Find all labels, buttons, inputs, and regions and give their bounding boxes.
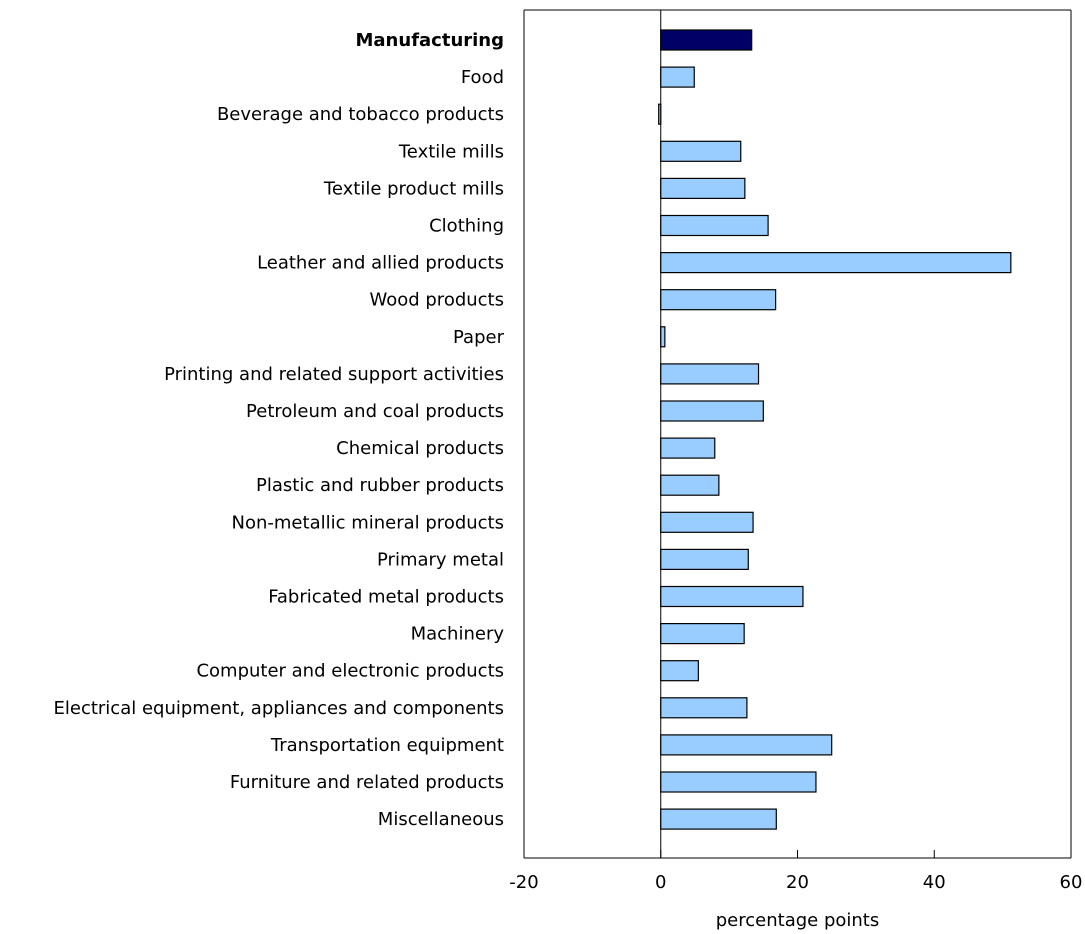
category-label-9: Printing and related support activities xyxy=(164,364,504,385)
bar-13 xyxy=(660,511,754,533)
bar-9 xyxy=(660,363,760,385)
category-label-21: Miscellaneous xyxy=(378,809,504,830)
bar-3 xyxy=(660,140,742,162)
category-label-10: Petroleum and coal products xyxy=(246,401,504,422)
category-label-15: Fabricated metal products xyxy=(268,587,504,608)
category-label-0: Manufacturing xyxy=(356,30,505,51)
category-label-1: Food xyxy=(461,67,504,88)
bar-6 xyxy=(660,252,1012,274)
x-tick-label-0: -20 xyxy=(509,872,538,893)
category-label-4: Textile product mills xyxy=(323,178,504,199)
bars-group xyxy=(658,29,1012,830)
category-label-2: Beverage and tobacco products xyxy=(217,104,504,125)
category-label-17: Computer and electronic products xyxy=(196,661,504,682)
bar-20 xyxy=(660,771,817,793)
bar-11 xyxy=(660,437,716,459)
bar-18 xyxy=(660,697,748,719)
category-label-7: Wood products xyxy=(369,290,504,311)
category-label-8: Paper xyxy=(453,327,505,348)
x-tick-label-3: 40 xyxy=(923,872,946,893)
bar-4 xyxy=(660,177,746,199)
bar-15 xyxy=(660,585,804,608)
bar-19 xyxy=(660,734,833,756)
x-tick-label-1: 0 xyxy=(655,872,666,893)
bar-8 xyxy=(660,326,666,348)
bar-12 xyxy=(660,474,720,496)
bar-17 xyxy=(660,660,699,682)
category-label-18: Electrical equipment, appliances and com… xyxy=(54,698,505,719)
x-axis-title: percentage points xyxy=(716,910,879,931)
category-label-13: Non-metallic mineral products xyxy=(232,512,504,533)
bar-0 xyxy=(660,29,753,51)
x-tick-label-4: 60 xyxy=(1060,872,1083,893)
category-labels: Manufacturing Food Beverage and tobacco pr… xyxy=(54,30,505,830)
category-label-16: Machinery xyxy=(411,624,505,645)
category-label-6: Leather and allied products xyxy=(257,253,504,274)
category-label-14: Primary metal xyxy=(377,549,504,570)
bar-2 xyxy=(658,103,662,125)
category-label-3: Textile mills xyxy=(398,141,504,162)
x-tick-label-2: 20 xyxy=(786,872,809,893)
plot-frame xyxy=(523,9,1072,859)
bar-7 xyxy=(660,289,777,311)
bar-21 xyxy=(660,808,777,830)
bar-14 xyxy=(660,548,749,571)
category-label-12: Plastic and rubber products xyxy=(256,475,504,496)
category-label-19: Transportation equipment xyxy=(270,735,504,756)
bar-16 xyxy=(660,622,745,645)
category-label-5: Clothing xyxy=(429,216,504,237)
bar-5 xyxy=(660,214,769,237)
category-label-20: Furniture and related products xyxy=(230,772,504,793)
category-label-11: Chemical products xyxy=(336,438,504,459)
bar-1 xyxy=(660,66,695,88)
x-axis-ticks: -20 0 20 40 60 xyxy=(509,850,1082,893)
bar-10 xyxy=(660,400,764,422)
